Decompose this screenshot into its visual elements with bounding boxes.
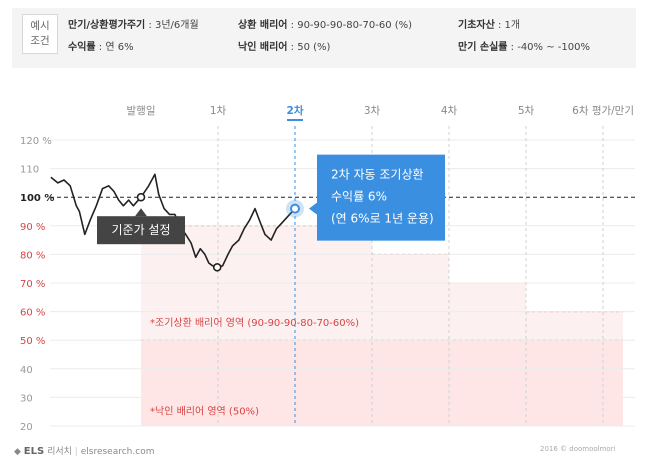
knockin-label: 낙인 배리어: [238, 42, 288, 53]
x-tick-label-2: 2차: [287, 104, 304, 117]
brand-name: ELS: [23, 446, 45, 457]
redemption-label: 상환 배리어: [238, 20, 288, 31]
y-tick-label-8: 40: [20, 365, 33, 376]
condition-knockin-barrier: 낙인 배리어 : 50 (%): [238, 38, 330, 53]
x-tick-label-4: 4차: [441, 105, 458, 117]
underlying-label: 기초자산: [458, 20, 495, 31]
x-tick-label-6: 6차 평가/만기: [572, 105, 634, 117]
knockin-value: : 50 (%): [287, 42, 331, 53]
redemption-zone-4: [526, 311, 623, 341]
x-tick-label-1: 1차: [210, 105, 227, 117]
knockin-zone-label: *낙인 배리어 영역 (50%): [150, 406, 259, 418]
maturity-label: 만기/상환평가주기: [68, 20, 146, 31]
site-url[interactable]: elsresearch.com: [80, 447, 155, 457]
yield-label: 수익률: [68, 42, 96, 53]
redemption-callout-box: [317, 154, 445, 241]
base-callout-box: [97, 216, 185, 245]
tag-line-2: 조건: [30, 35, 50, 47]
redemption-point-marker: [290, 203, 300, 214]
y-tick-label-7: 50 %: [20, 336, 45, 347]
redemption-callout-pointer: [309, 202, 317, 215]
underlying-value: : 1개: [494, 20, 521, 31]
logo-mark-icon: ◆: [14, 447, 21, 457]
low-point-marker: [212, 262, 222, 272]
condition-underlying: 기초자산 : 1개: [458, 16, 520, 31]
y-tick-label-2: 100 %: [20, 193, 54, 204]
price-line: [50, 173, 296, 269]
redemption-zone-label: *조기상환 배리어 영역 (90-90-90-80-70-60%): [150, 317, 359, 329]
condition-redemption-barrier: 상환 배리어 : 90-90-90-80-70-60 (%): [238, 16, 412, 31]
redemption-callout-line-3: (연 6%로 1년 운용): [331, 212, 434, 226]
example-conditions-tag: 예시 조건: [22, 14, 58, 54]
els-research-logo: ◆ ELS 리서치 | elsresearch.com: [14, 446, 155, 457]
yield-value: : 연 6%: [95, 42, 134, 53]
redemption-callout-line-1: 2차 자동 조기상환: [331, 168, 424, 182]
redemption-zone-2: [372, 254, 449, 341]
condition-maturity-loss: 만기 손실률 : -40% ~ -100%: [458, 38, 590, 53]
y-tick-label-0: 120 %: [20, 136, 52, 147]
x-tick-label-0: 발행일: [127, 104, 156, 117]
condition-maturity: 만기/상환평가주기 : 3년/6개월: [68, 16, 199, 31]
y-tick-label-10: 20: [20, 422, 33, 433]
x-tick-label-5: 5차: [518, 105, 535, 117]
y-tick-label-3: 90 %: [20, 222, 45, 233]
y-tick-label-9: 30: [20, 393, 33, 404]
y-tick-label-1: 110: [20, 165, 39, 176]
y-tick-label-4: 80 %: [20, 250, 45, 261]
knockin-zone: [141, 340, 623, 426]
base-callout-text: 기준가 설정: [111, 223, 170, 237]
base-callout-pointer: [135, 208, 147, 217]
loss-label: 만기 손실률: [458, 42, 508, 53]
base-point-marker: [136, 192, 146, 202]
brand-korean: 리서치: [47, 447, 72, 457]
y-tick-label-5: 70 %: [20, 279, 45, 290]
tag-line-1: 예시: [30, 20, 50, 32]
redemption-callout-line-2: 수익률 6%: [331, 190, 387, 204]
y-tick-label-6: 60 %: [20, 308, 45, 319]
redemption-value: : 90-90-90-80-70-60 (%): [287, 20, 413, 31]
maturity-value: : 3년/6개월: [145, 20, 199, 31]
x-tick-label-3: 3차: [364, 105, 381, 117]
condition-yield: 수익률 : 연 6%: [68, 38, 134, 53]
copyright: 2016 © doomoolmori: [540, 445, 616, 453]
example-conditions-panel: 예시 조건 만기/상환평가주기 : 3년/6개월 수익률 : 연 6% 상환 배…: [12, 8, 636, 68]
loss-value: : -40% ~ -100%: [507, 42, 590, 53]
els-scenario-chart: 발행일 1차 2차 3차 4차 5차 6차 평가/만기 120 % 110 100 % 90 % 80…: [20, 104, 635, 433]
